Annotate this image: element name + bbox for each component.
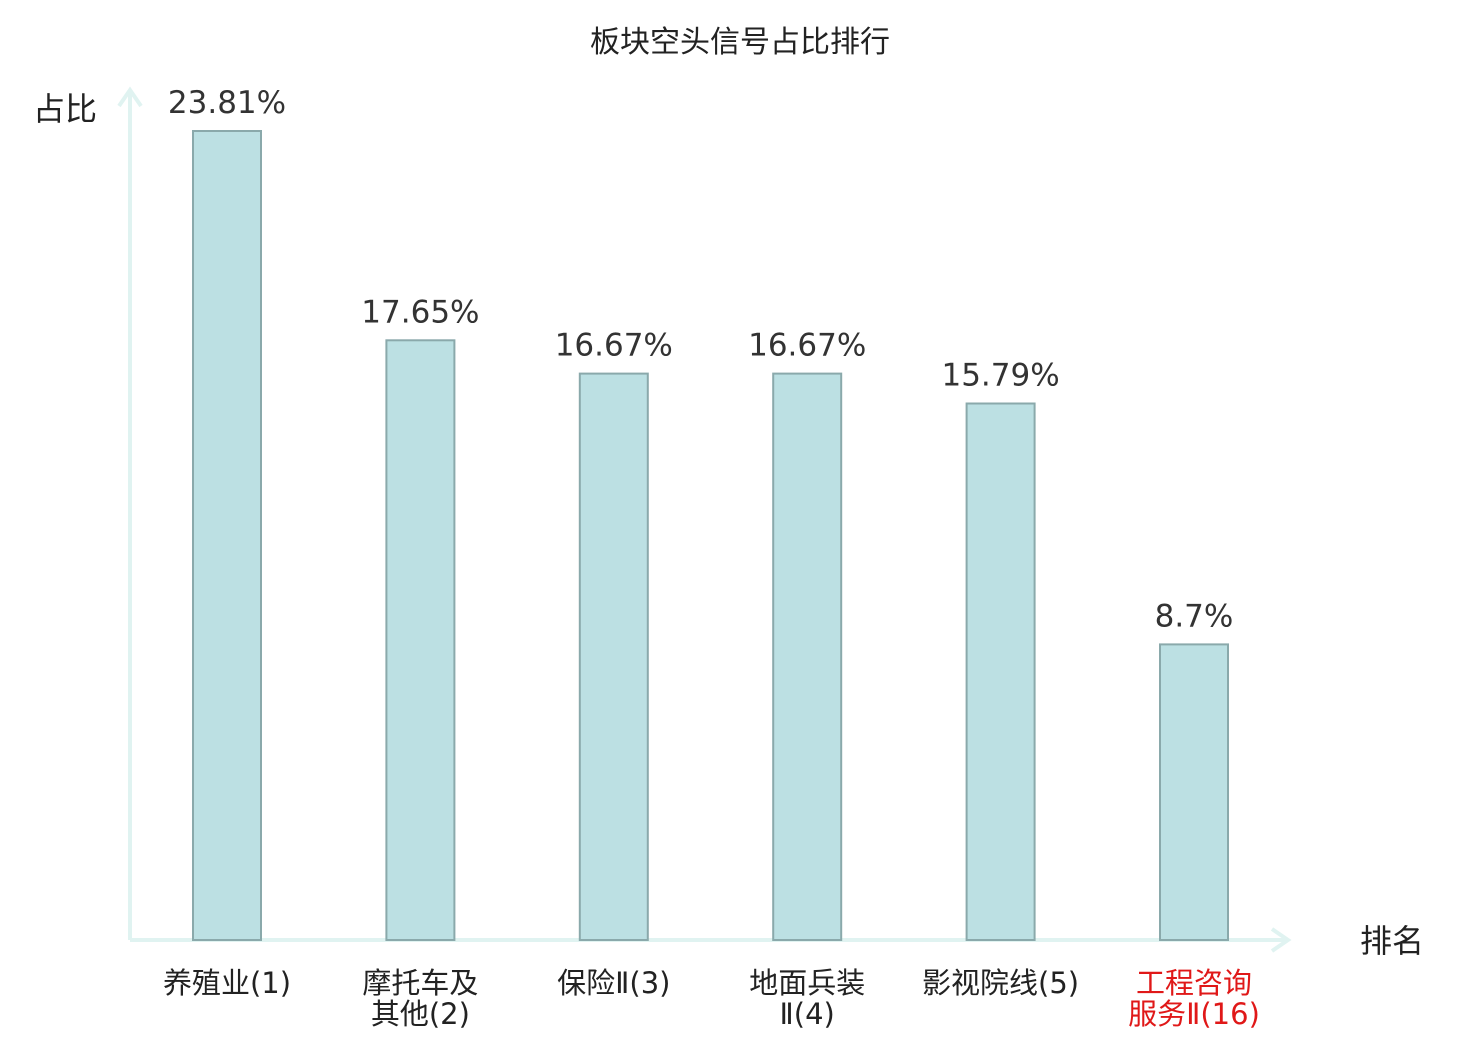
category-label-2-line-0: 保险Ⅱ(3): [557, 966, 670, 1000]
category-label-1-line-0: 摩托车及: [362, 966, 478, 1000]
x-axis-arrow: [1270, 927, 1292, 953]
bar-2: [578, 372, 649, 941]
value-label-2: 16.67%: [555, 328, 673, 364]
category-label-0-line-0: 养殖业(1): [163, 966, 291, 1000]
y-axis-arrow: [117, 86, 143, 108]
value-label-5: 8.7%: [1155, 598, 1234, 634]
bar-5: [1159, 643, 1229, 942]
category-label-5-line-1: 服务Ⅱ(16): [1128, 997, 1260, 1031]
category-label-5-line-0: 工程咨询: [1136, 966, 1252, 1000]
category-label-4-line-0: 影视院线(5): [922, 966, 1079, 1000]
y-axis-label: 占比: [33, 90, 97, 128]
value-label-4: 15.79%: [941, 357, 1059, 393]
bar-4: [965, 402, 1036, 941]
bar-0: [192, 130, 262, 941]
bar-3: [772, 372, 843, 941]
bar-1: [385, 339, 456, 941]
category-label-3-line-0: 地面兵装: [749, 966, 865, 1000]
value-label-1: 17.65%: [361, 294, 479, 330]
category-label-3-line-1: Ⅱ(4): [780, 997, 835, 1031]
chart-title: 板块空头信号占比排行: [590, 25, 890, 60]
value-label-3: 16.67%: [748, 328, 866, 364]
x-axis-label: 排名: [1360, 922, 1424, 960]
value-label-0: 23.81%: [168, 85, 286, 121]
category-label-1-line-1: 其他(2): [371, 997, 470, 1031]
